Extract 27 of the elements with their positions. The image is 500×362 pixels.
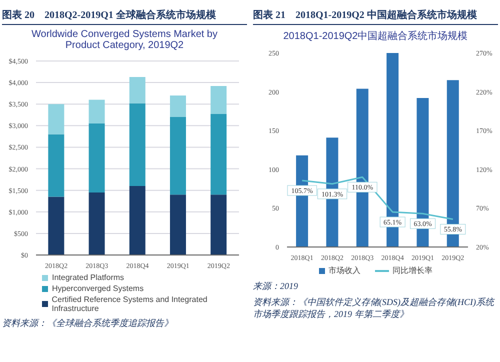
chart-subtitle: 2018Q1-2019Q2中国超融合系统市场规模 xyxy=(282,30,469,43)
bar xyxy=(210,114,227,195)
source-note: 来源：2019 xyxy=(253,280,299,292)
bar xyxy=(170,95,186,118)
bar xyxy=(129,76,146,104)
text: 资料来源：《中国软件定义存储(SDS)及超融合存储(HCI)系统市场季度跟踪报告，2019 年第二季度》 xyxy=(253,296,496,320)
bar xyxy=(48,196,64,255)
legend-label: 市场收入 xyxy=(328,265,360,276)
bar xyxy=(170,194,186,255)
bar xyxy=(170,117,186,195)
bar xyxy=(129,103,146,186)
bar xyxy=(48,134,64,197)
legend-label: Certified Reference Systems and Integrated Infrastructure xyxy=(52,295,208,313)
bar xyxy=(129,186,146,255)
text: 资料来源：《全球融合系统季度追踪报告》 xyxy=(2,317,174,329)
legend-label: Integrated Platforms xyxy=(52,273,124,282)
chart-title: 图表 21 2018Q1-2019Q2 中国超融合系统市场规模 xyxy=(253,8,498,25)
chart-title: 图表 20 2018Q2-2019Q1 全球融合系统市场规模 xyxy=(2,8,247,25)
chart-subtitle: Worldwide Converged Systems Market by Product Category, 2019Q2 xyxy=(30,29,218,51)
bar xyxy=(48,104,64,134)
bar xyxy=(88,100,105,124)
bar xyxy=(88,124,105,192)
bar xyxy=(210,194,227,255)
bar xyxy=(210,86,227,114)
legend-label: 同比增长率 xyxy=(392,265,432,276)
legend-label: Hyperconverged Systems xyxy=(52,284,144,293)
bar xyxy=(88,192,105,255)
